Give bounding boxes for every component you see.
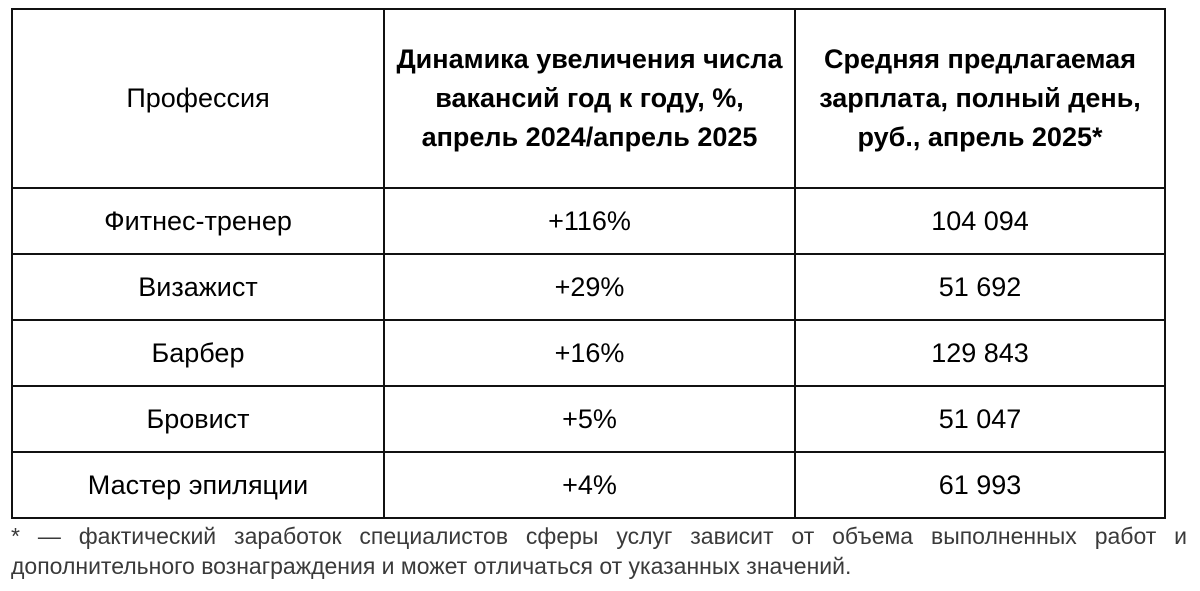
growth-cell: +5% (383, 385, 796, 453)
profession-cell: Фитнес-тренер (11, 187, 385, 255)
salary-footnote: * — фактический заработок специалистов с… (11, 523, 1187, 579)
growth-cell: +29% (383, 253, 796, 321)
growth-cell: +16% (383, 319, 796, 387)
growth-cell: +4% (383, 451, 796, 519)
header-profession: Профессия (11, 8, 385, 189)
profession-cell: Бровист (11, 385, 385, 453)
salary-cell: 129 843 (794, 319, 1166, 387)
header-vacancy-growth: Динамика увеличения числа вакансий год к… (383, 8, 796, 189)
header-average-salary: Средняя предлагаемая зарплата, полный де… (794, 8, 1166, 189)
table-header-row: Профессия Динамика увеличения числа вака… (11, 8, 1166, 189)
profession-cell: Визажист (11, 253, 385, 321)
table-row: Бровист +5% 51 047 (11, 385, 1166, 453)
salary-cell: 51 047 (794, 385, 1166, 453)
table-row: Фитнес-тренер +116% 104 094 (11, 187, 1166, 255)
growth-cell: +116% (383, 187, 796, 255)
salary-cell: 61 993 (794, 451, 1166, 519)
profession-cell: Мастер эпиляции (11, 451, 385, 519)
table-row: Мастер эпиляции +4% 61 993 (11, 451, 1166, 519)
profession-cell: Барбер (11, 319, 385, 387)
salary-cell: 51 692 (794, 253, 1166, 321)
vacancy-salary-table: Профессия Динамика увеличения числа вака… (11, 8, 1166, 519)
table-row: Визажист +29% 51 692 (11, 253, 1166, 321)
salary-cell: 104 094 (794, 187, 1166, 255)
table-row: Барбер +16% 129 843 (11, 319, 1166, 387)
